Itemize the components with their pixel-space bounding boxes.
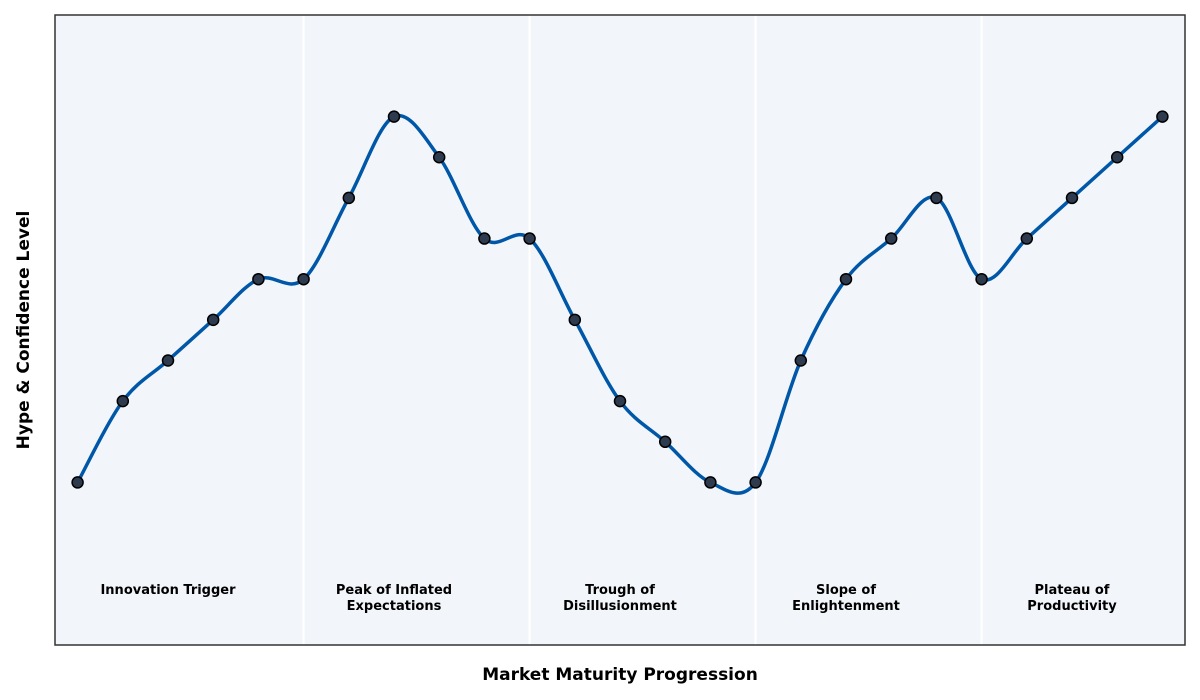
data-point	[523, 232, 536, 245]
data-point	[206, 313, 220, 327]
data-point	[342, 191, 356, 205]
data-point	[432, 151, 446, 164]
data-point	[794, 354, 808, 367]
phase-label: Slope of Enlightenment	[792, 583, 900, 614]
data-point	[1065, 191, 1079, 205]
data-point	[749, 476, 762, 489]
data-point	[387, 110, 401, 123]
data-point	[297, 272, 310, 286]
data-point	[252, 272, 265, 286]
phase-label-line: Peak of Inflated	[336, 583, 452, 598]
phase-label-line: Slope of	[816, 583, 876, 598]
data-point	[975, 272, 988, 286]
phase-label-line: Productivity	[1027, 599, 1117, 614]
plot-border	[54, 14, 1186, 646]
data-point	[116, 394, 130, 408]
phase-label: Trough of Disillusionment	[563, 583, 677, 614]
data-point	[161, 354, 175, 367]
data-point	[1110, 151, 1124, 164]
phase-label-line: Expectations	[347, 599, 442, 614]
plot-layer: Innovation Trigger Peak of Inflated Expect…	[71, 15, 1169, 645]
data-point	[1020, 232, 1034, 245]
data-point	[568, 313, 582, 327]
phase-label-line: Plateau of	[1035, 583, 1110, 598]
data-point	[613, 394, 627, 408]
data-point	[884, 232, 898, 245]
phase-label-line: Trough of	[585, 583, 655, 598]
phase-label-line: Innovation Trigger	[100, 583, 236, 598]
data-point	[1156, 110, 1169, 123]
data-point	[658, 435, 672, 449]
phase-label: Peak of Inflated Expectations	[336, 583, 452, 614]
data-point	[839, 272, 853, 286]
y-axis-label: Hype & Confidence Level	[14, 211, 34, 450]
data-point	[71, 476, 84, 489]
data-point	[930, 191, 943, 205]
data-point	[478, 232, 491, 245]
data-point	[704, 476, 717, 489]
plot-area	[55, 15, 1185, 645]
phase-label-line: Enlightenment	[792, 599, 900, 614]
phase-label: Plateau of Productivity	[1027, 583, 1117, 614]
phase-label: Innovation Trigger	[100, 583, 236, 598]
phase-label-line: Disillusionment	[563, 599, 677, 614]
x-axis-label: Market Maturity Progression	[482, 665, 758, 685]
